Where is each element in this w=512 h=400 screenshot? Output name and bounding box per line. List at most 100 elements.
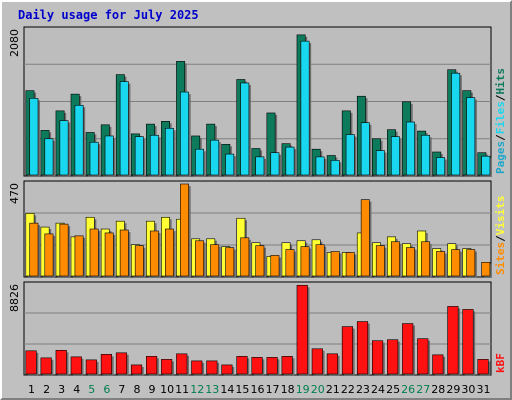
x-tick-label: 17 [266,383,280,396]
kbf-bar [115,352,128,375]
x-tick-label: 30 [461,383,475,396]
visits-sites-bar-sites [481,261,491,277]
kbf-bar [55,350,67,375]
visits-sites-bar-sites [330,251,340,277]
visits-sites-bar-sites [406,247,415,277]
hits-files-bar-files [315,156,325,176]
kbf-bar [130,364,143,375]
visits-sites-bar-sites [89,228,99,277]
kbf-bar [447,306,459,375]
hits-files-bar-files [481,155,491,176]
hits-files-bar-files [195,148,205,176]
hits-files-bar-files [240,82,250,176]
x-tick-label: 7 [118,383,125,396]
x-tick-label: 29 [446,383,460,396]
kbf-bar [206,360,218,375]
kbf-bar [100,354,112,375]
hits-files-bar-files [451,72,461,176]
hits-files-bar-files [285,146,295,176]
kbf-bar [311,348,323,375]
visits-sites-bar-sites [240,237,250,277]
x-tick-label: 21 [326,383,340,396]
kbf-bar [356,321,369,375]
hits-files-bar-files [360,122,370,176]
hits-files-bar-files [210,139,220,176]
visits-sites-bar-sites [104,232,114,277]
x-tick-label: 26 [401,383,415,396]
x-tick-label: 8 [133,383,140,396]
kbf-bar [281,356,293,375]
x-tick-label: 23 [356,383,370,396]
visits-sites-bar-sites [300,246,310,277]
hits-files-bar-files [149,134,159,176]
x-tick-label: 25 [386,383,400,396]
visits-sites-bar-sites [195,240,205,277]
visits-sites-bar-sites [390,241,400,277]
kbf-bar [221,364,233,375]
x-tick-label: 11 [175,383,189,396]
hits-files-bar-files [89,141,99,176]
hits-files-legend-entry: Pages [494,141,507,174]
hits-files-bar-files [119,81,129,176]
kbf-bar [341,326,354,375]
hits-files-bar-files [375,150,385,176]
x-tick-label: 20 [311,383,325,396]
kbf-bar [387,339,399,375]
hits-files-bar-files [436,157,446,176]
visits-sites-bar-sites [270,255,280,277]
kbf-bar [161,359,173,375]
x-tick-label: 3 [58,383,65,396]
hits-files-bar-files [44,138,54,176]
kbf-bar [85,359,97,375]
visits-sites-bar-sites [59,223,69,277]
x-tick-label: 16 [251,383,265,396]
hits-files-bar-files [180,91,189,176]
x-tick-label: 5 [88,383,95,396]
kbf-bar [417,338,429,375]
x-tick-label: 9 [149,383,156,396]
visits-sites-bar-sites [149,230,159,277]
hits-files-bar-files [104,135,114,176]
visits-sites-ymax-label: 470 [8,183,21,204]
hits-files-legend-entry: Files [494,101,507,134]
hits-files-bar-files [74,104,84,176]
hits-files-bar-files [466,97,476,176]
visits-sites-legend: Sites/Visits [494,196,507,276]
x-tick-label: 18 [281,383,295,396]
visits-sites-bar-sites [29,222,39,277]
kbf-bar [236,356,248,375]
visits-sites-bar-sites [225,247,235,277]
kbf-bar [176,353,188,375]
hits-files-legend-entry: Hits [494,68,507,95]
visits-sites-legend-entry: Visits [494,196,507,236]
hits-files-bar-files [255,156,265,176]
kbf-bar [191,360,203,375]
x-tick-label: 24 [371,383,385,396]
hits-files-bar-files [300,40,310,176]
visits-sites-bar-sites [436,251,446,277]
visits-sites-bar-sites [165,228,174,277]
x-tick-label: 31 [476,383,490,396]
visits-sites-bar-sites [360,199,370,277]
x-tick-label: 2 [43,383,50,396]
hits-files-bar-files [390,136,400,176]
hits-files-bar-files [421,134,430,176]
x-tick-label: 22 [341,383,355,396]
hits-files-legend-entry: / [494,134,507,141]
visits-sites-bar-sites [180,183,189,277]
hits-files-bar-files [134,136,144,176]
hits-files-bar-files [59,120,69,176]
visits-sites-bar-sites [421,241,430,277]
visits-sites-bar-sites [44,233,54,277]
visits-sites-bar-sites [119,229,129,277]
kbf-bar [266,357,278,375]
x-tick-label: 10 [160,383,174,396]
chart-title: Daily usage for July 2025 [18,8,199,22]
visits-sites-bar-sites [375,245,385,277]
visits-sites-bar-sites [285,249,295,277]
visits-sites-bar-sites [210,244,220,277]
kbf-bar [251,357,263,375]
hits-files-bar-files [165,127,174,176]
x-tick-label: 13 [205,383,219,396]
visits-sites-bar-sites [255,245,265,277]
